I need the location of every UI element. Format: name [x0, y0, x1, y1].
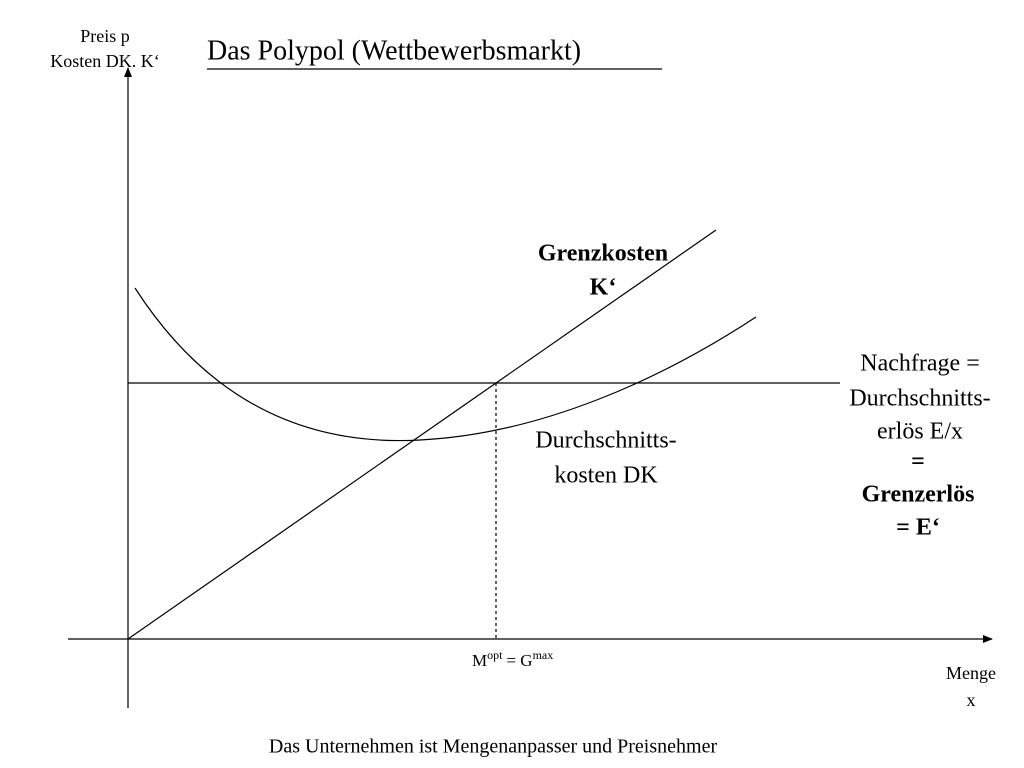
x-axis-label: x [967, 690, 976, 710]
optimum-sup: opt [487, 648, 503, 662]
y-axis-label: Kosten DK. K‘ [50, 51, 160, 71]
optimum-label: Mopt = Gmax [472, 648, 553, 670]
marginal-cost-label: Grenzkosten [538, 241, 668, 267]
average-cost-curve [134, 287, 757, 442]
optimum-mid: = G [506, 651, 532, 670]
y-axis-label: Preis p [80, 26, 130, 46]
marginal-cost-label: K‘ [590, 275, 617, 301]
optimum-base: M [472, 651, 487, 670]
demand-label: erlös E/x [877, 419, 963, 445]
optimum-sup: max [533, 648, 554, 662]
average-cost-label: Durchschnitts- [535, 428, 676, 454]
demand-label: Grenzerlös [862, 482, 975, 508]
marginal-cost-line [127, 229, 717, 640]
footer: Das Unternehmen ist Mengenanpasser und P… [269, 736, 718, 758]
demand-label: Nachfrage = [860, 351, 979, 377]
demand-label: = [911, 449, 925, 475]
demand-label: Durchschnitts- [849, 386, 990, 412]
average-cost-label: kosten DK [554, 463, 658, 489]
x-axis-label: Menge [946, 663, 996, 683]
title: Das Polypol (Wettbewerbsmarkt) [207, 35, 581, 66]
demand-label: = E‘ [896, 515, 940, 541]
